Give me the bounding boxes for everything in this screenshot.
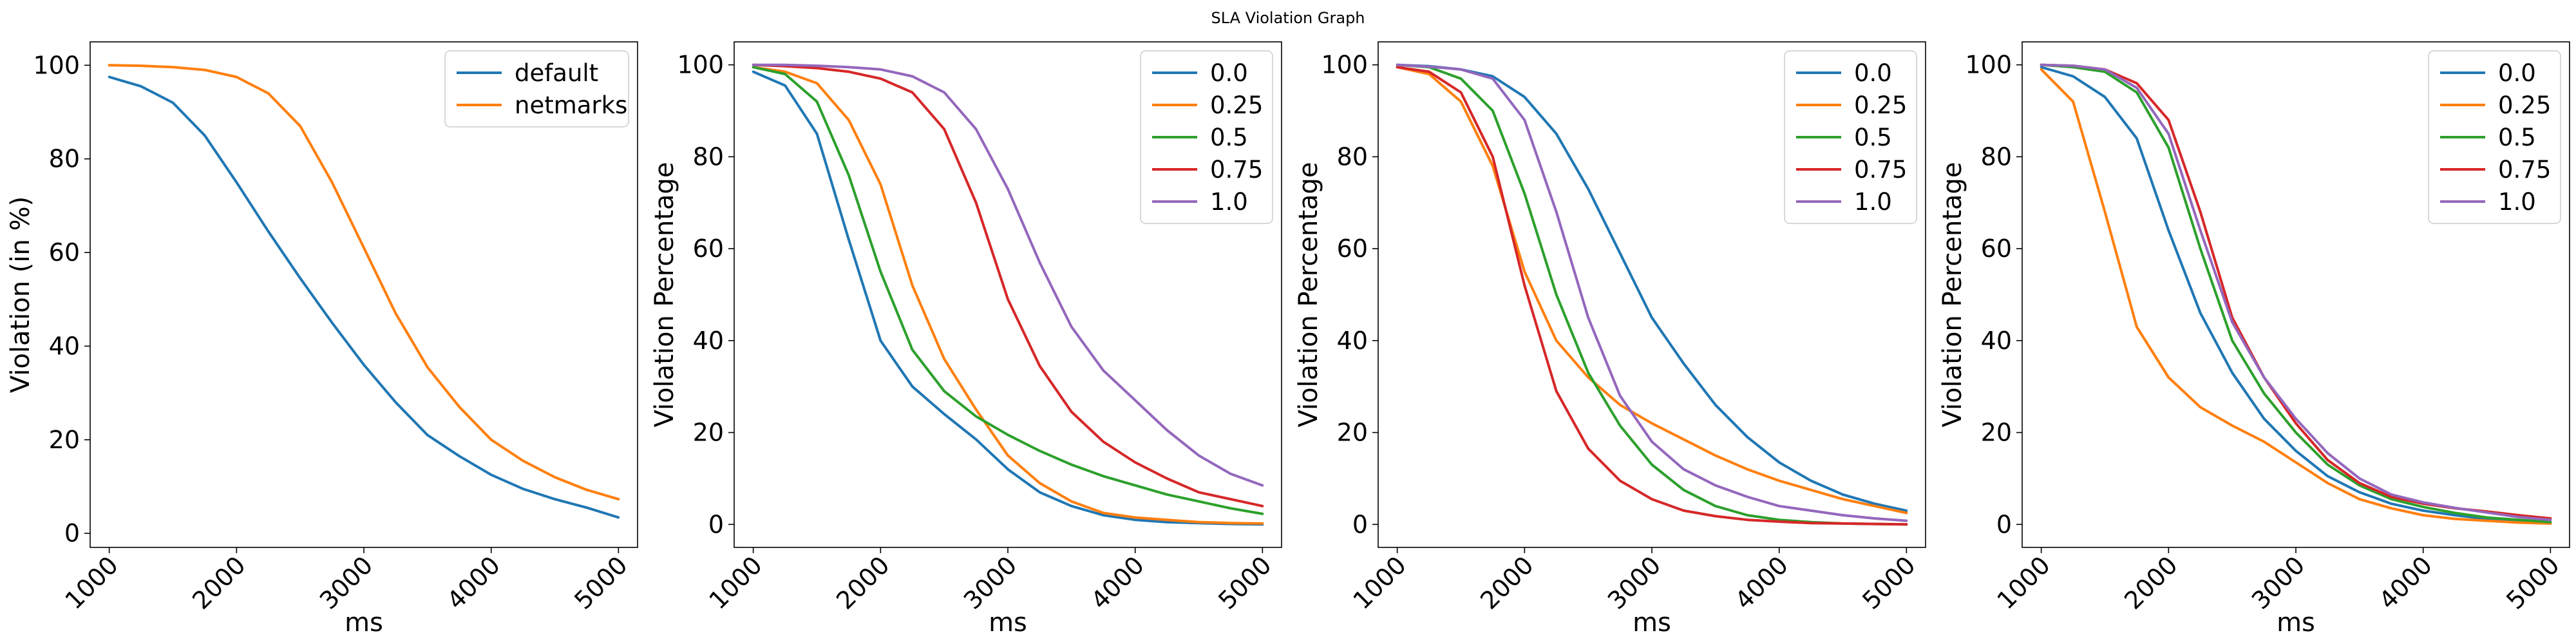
- x-axis-label: ms: [345, 608, 383, 638]
- y-tick-label: 0: [708, 510, 724, 538]
- x-tick-label: 3000: [2246, 551, 2311, 615]
- legend-label: 0.75: [2498, 156, 2551, 184]
- y-tick-label: 100: [677, 51, 724, 79]
- y-tick-label: 60: [1981, 234, 2012, 263]
- y-tick-label: 80: [693, 142, 724, 171]
- legend-label: 0.5: [1854, 124, 1892, 151]
- series-line-default: [108, 75, 620, 519]
- legend-label: 0.75: [1854, 156, 1907, 184]
- y-tick-label: 40: [1337, 327, 1368, 355]
- y-tick-label: 0: [64, 519, 80, 547]
- series-line-netmarks: [108, 64, 620, 501]
- y-axis-label: Violation Percentage: [1938, 162, 1967, 427]
- y-tick-label: 40: [49, 332, 80, 360]
- legend: 0.0 0.25 0.5 0.75 1.0: [2428, 50, 2561, 224]
- y-tick-label: 80: [1337, 142, 1368, 171]
- x-tick-label: 5000: [2501, 551, 2565, 615]
- legend-label: 1.0: [2498, 188, 2536, 216]
- series-line-1-0: [752, 63, 1264, 487]
- y-tick-label: 0: [1352, 510, 1368, 538]
- y-tick-label: 20: [1981, 419, 2012, 447]
- figure-title: SLA Violation Graph: [1211, 9, 1365, 27]
- legend-box: [1784, 50, 1917, 224]
- series-line-0-5: [2040, 63, 2552, 524]
- y-tick-label: 60: [1337, 234, 1368, 263]
- y-tick-label: 20: [49, 426, 80, 454]
- y-tick-label: 40: [693, 327, 724, 355]
- x-axis-label: ms: [1633, 608, 1671, 638]
- legend-label: 0.5: [2498, 124, 2536, 151]
- series-line-0-0: [2040, 66, 2552, 524]
- series-line-0-0: [752, 70, 1264, 526]
- legend-label: 0.25: [2498, 91, 2551, 119]
- y-tick-label: 20: [693, 419, 724, 447]
- series-line-0-75: [1396, 66, 1908, 526]
- legend-label: 0.75: [1210, 156, 1263, 184]
- y-tick-label: 100: [1321, 51, 1368, 79]
- y-tick-label: 60: [693, 234, 724, 263]
- legend: 0.0 0.25 0.5 0.75 1.0: [1140, 50, 1273, 224]
- legend-label: 0.0: [2498, 59, 2536, 87]
- y-tick-label: 80: [49, 145, 80, 173]
- y-tick-label: 100: [33, 51, 80, 79]
- legend-box: [444, 50, 629, 128]
- y-axis-label: Violation (in %): [6, 196, 35, 393]
- legend: default netmarks: [444, 50, 629, 128]
- series-line-1-0: [2040, 63, 2552, 522]
- x-axis-label: ms: [989, 608, 1027, 638]
- legend-label: 0.0: [1210, 59, 1248, 87]
- legend-box: [1140, 50, 1273, 224]
- legend-label: default: [515, 59, 598, 87]
- y-tick-label: 80: [1981, 142, 2012, 171]
- legend-label: 1.0: [1854, 188, 1892, 216]
- legend: 0.0 0.25 0.5 0.75 1.0: [1784, 50, 1917, 224]
- y-tick-label: 0: [1996, 510, 2012, 538]
- series-line-0-25: [1396, 66, 1908, 515]
- y-tick-label: 60: [49, 238, 80, 267]
- series-line-0-25: [752, 66, 1264, 525]
- x-tick-label: 2000: [2119, 551, 2183, 615]
- series-line-0-25: [2040, 68, 2552, 525]
- y-tick-label: 40: [1981, 327, 2012, 355]
- x-tick-label: 4000: [2374, 551, 2438, 615]
- x-tick-label: 1000: [1992, 551, 2056, 615]
- series-line-1-0: [1396, 63, 1908, 522]
- legend-label: 1.0: [1210, 188, 1248, 216]
- y-axis-label: Violation Percentage: [1294, 162, 1323, 427]
- legend-label: 0.25: [1854, 91, 1907, 119]
- y-axis-label: Violation Percentage: [650, 162, 679, 427]
- legend-box: [2428, 50, 2561, 224]
- legend-label: 0.0: [1854, 59, 1892, 87]
- y-tick-label: 100: [1965, 51, 2012, 79]
- x-axis-label: ms: [2277, 608, 2315, 638]
- legend-label: 0.25: [1210, 91, 1263, 119]
- legend-label: netmarks: [515, 91, 627, 119]
- series-line-0-75: [752, 63, 1264, 507]
- y-tick-label: 20: [1337, 419, 1368, 447]
- legend-label: 0.5: [1210, 124, 1248, 151]
- series-line-0-5: [752, 66, 1264, 515]
- series-line-0-0: [1396, 63, 1908, 512]
